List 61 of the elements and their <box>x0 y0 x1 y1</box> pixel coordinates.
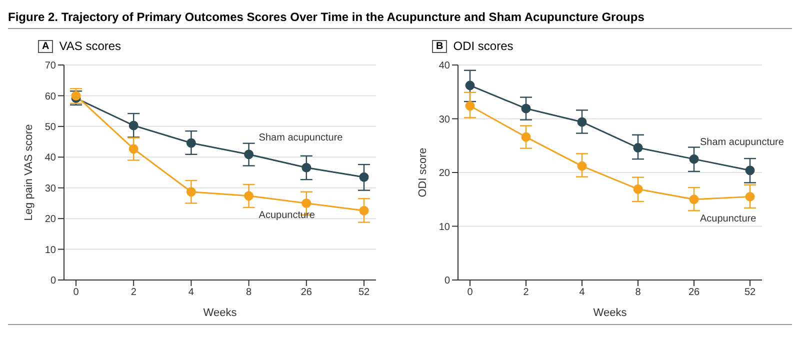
point <box>244 191 254 201</box>
y-tick-label: 10 <box>438 222 450 233</box>
x-tick-label: 2 <box>130 287 137 298</box>
point <box>359 206 369 216</box>
series-label: Sham acupuncture <box>258 132 344 144</box>
series-label: Acupuncture <box>700 213 757 224</box>
y-tick-label: 50 <box>44 122 56 133</box>
x-tick-label: 2 <box>523 287 530 298</box>
point <box>577 161 587 171</box>
x-axis-title: Weeks <box>203 307 238 319</box>
point <box>302 162 312 172</box>
y-tick-label: 60 <box>44 91 56 102</box>
x-tick-label: 4 <box>188 287 194 298</box>
point <box>128 144 138 154</box>
y-tick-label: 0 <box>444 276 450 287</box>
point <box>186 138 196 148</box>
point <box>521 132 531 142</box>
y-axis-title: ODI score <box>416 148 429 198</box>
point <box>633 184 643 194</box>
y-tick-label: 0 <box>50 276 56 287</box>
point <box>689 154 699 164</box>
point <box>577 117 587 127</box>
y-tick-label: 70 <box>44 60 56 72</box>
point <box>71 90 81 100</box>
y-tick-label: 20 <box>44 214 56 226</box>
text: B <box>432 40 448 52</box>
point <box>465 80 475 90</box>
y-tick-label: 20 <box>438 168 450 180</box>
x-tick-label: 4 <box>579 287 586 298</box>
point <box>689 194 699 204</box>
point <box>359 172 369 182</box>
x-tick-label: 8 <box>635 287 642 298</box>
x-axis-title: Weeks <box>593 307 628 319</box>
point <box>465 101 475 111</box>
point <box>244 150 254 160</box>
point <box>745 166 755 176</box>
x-tick-label: 0 <box>467 287 474 298</box>
point <box>186 187 196 197</box>
y-tick-label: 30 <box>44 183 56 194</box>
point <box>745 192 755 202</box>
y-tick-label: 40 <box>438 60 450 72</box>
y-tick-label: 10 <box>44 244 56 256</box>
point <box>521 104 531 114</box>
series-label: Acupuncture <box>258 210 316 221</box>
y-axis-title: Leg pain VAS score <box>22 124 35 221</box>
series-label: Sham acupuncture <box>700 137 784 148</box>
y-tick-label: 30 <box>438 114 450 126</box>
x-tick-label: 26 <box>688 287 700 298</box>
chart-title: ODI scores <box>453 39 514 53</box>
point <box>633 143 643 153</box>
x-tick-label: 8 <box>246 287 252 298</box>
x-tick-label: 52 <box>744 287 756 298</box>
point <box>128 120 138 130</box>
point <box>302 198 312 208</box>
x-tick-label: 0 <box>73 287 80 298</box>
caption: Figure 2. Trajectory of Primary Outcomes Scores Over Time in the Acupuncture and Sham Acupuncture Groups <box>8 8 792 29</box>
text: A <box>38 40 54 52</box>
x-tick-label: 26 <box>300 287 312 298</box>
y-tick-label: 40 <box>44 152 56 164</box>
chart-title: VAS scores <box>59 39 122 53</box>
x-tick-label: 52 <box>358 287 370 298</box>
